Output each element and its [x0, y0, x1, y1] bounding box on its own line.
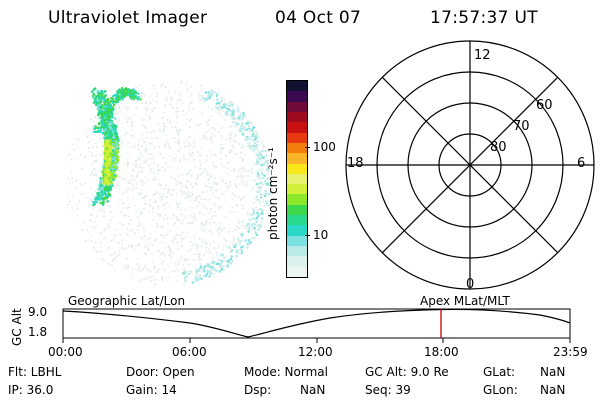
colorbar-segment — [287, 246, 307, 257]
colorbar-tick-mark-10 — [305, 235, 310, 236]
app-title: Ultraviolet Imager — [48, 8, 208, 28]
time-label: 17:57:37 UT — [430, 8, 538, 28]
glon-value: NaN — [540, 383, 566, 397]
colorbar-segment — [287, 111, 307, 123]
dsp-value: NaN — [300, 383, 326, 397]
glon-label: GLon: — [483, 383, 518, 397]
colorbar-segment — [287, 266, 307, 277]
timeline-ytick-top: 9.0 — [28, 305, 48, 319]
colorbar-segment — [287, 184, 307, 195]
colorbar-segment — [287, 215, 307, 226]
polar-label-12: 12 — [474, 48, 491, 63]
polar-ring-label-80: 80 — [490, 140, 507, 155]
colorbar-tick-10: 10 — [313, 228, 329, 242]
timeline-right-title: Apex MLat/MLT — [420, 294, 510, 308]
polar-ring-label-60: 60 — [536, 98, 553, 113]
colorbar-segment — [287, 204, 307, 216]
colorbar-segment — [287, 132, 307, 143]
earth-disk — [66, 80, 272, 286]
colorbar-segment — [287, 225, 307, 236]
gcalt-info: GC Alt: 9.0 Re — [365, 365, 449, 379]
timeline-xtick-label-3: 18:00 — [424, 345, 459, 359]
colorbar-segment — [287, 173, 307, 185]
timeline-xtick-label-2: 12:00 — [298, 345, 333, 359]
altitude-curve — [62, 308, 571, 338]
colorbar-segment — [287, 163, 307, 174]
timeline-frame — [62, 308, 571, 339]
colorbar-tick-100: 100 — [313, 140, 336, 154]
colorbar-segment — [287, 101, 307, 112]
polar-ring-label-70: 70 — [513, 119, 530, 134]
colorbar — [286, 80, 308, 278]
glat-label: GLat: — [483, 365, 516, 379]
timeline-xtick-label-4: 23:59 — [553, 345, 588, 359]
colorbar-segment — [287, 194, 307, 205]
colorbar-segment — [287, 142, 307, 154]
timeline-left-title: Geographic Lat/Lon — [68, 294, 186, 308]
mode-info: Mode: Normal — [244, 365, 328, 379]
date-label: 04 Oct 07 — [275, 8, 362, 28]
colorbar-segment — [287, 91, 307, 102]
timeline-xtick-label-1: 06:00 — [172, 345, 207, 359]
polar-diagonal-2 — [381, 76, 559, 254]
seq-info: Seq: 39 — [365, 383, 411, 397]
colorbar-segment — [287, 256, 307, 267]
dsp-label: Dsp: — [244, 383, 272, 397]
filter-info: Flt: LBHL — [8, 365, 62, 379]
colorbar-segment — [287, 235, 307, 246]
colorbar-segment — [287, 153, 307, 164]
polar-label-6: 6 — [577, 156, 586, 171]
timeline-xtick-label-0: 00:00 — [48, 345, 83, 359]
ip-info: IP: 36.0 — [8, 383, 54, 397]
colorbar-tick-mark-100 — [305, 147, 310, 148]
timeline-ytick-bottom: 1.8 — [28, 325, 48, 339]
glat-value: NaN — [540, 365, 566, 379]
polar-label-0: 0 — [466, 277, 475, 292]
colorbar-segment — [287, 81, 307, 92]
polar-label-18: 18 — [347, 156, 364, 171]
door-info: Door: Open — [126, 365, 195, 379]
colorbar-segment — [287, 122, 307, 133]
gain-info: Gain: 14 — [126, 383, 177, 397]
